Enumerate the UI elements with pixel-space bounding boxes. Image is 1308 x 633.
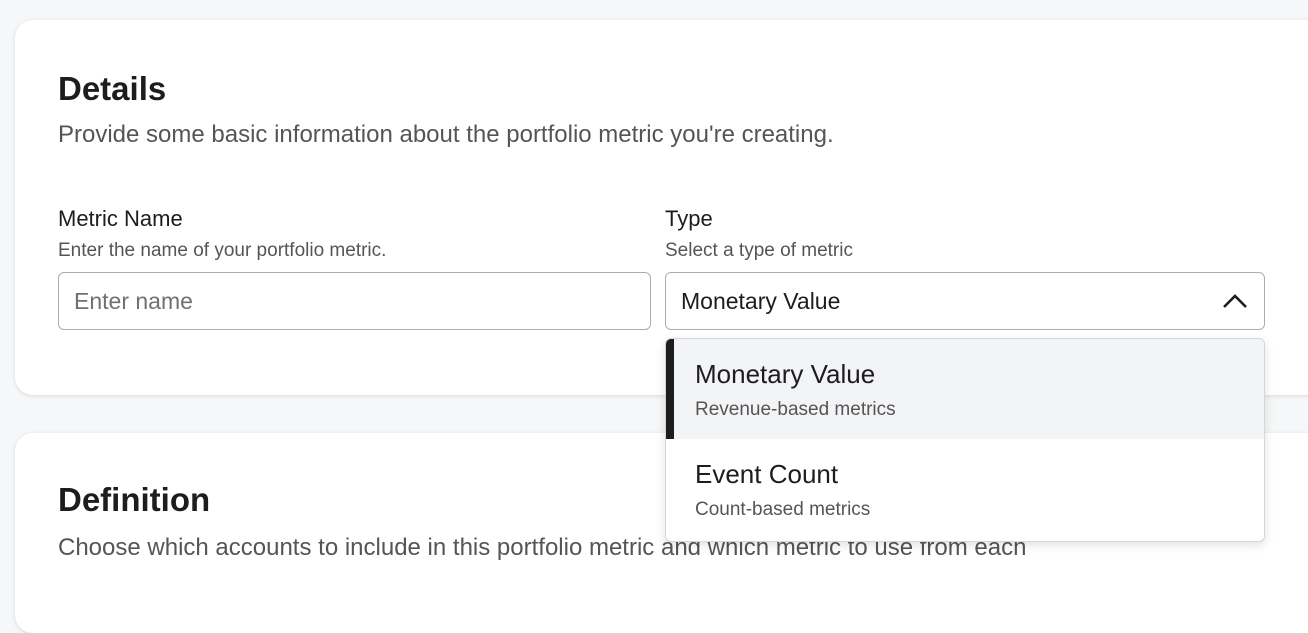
- chevron-up-icon: [1223, 294, 1247, 308]
- metric-name-hint: Enter the name of your portfolio metric.: [58, 240, 387, 261]
- definition-title: Definition: [58, 481, 211, 518]
- type-option-monetary-value[interactable]: Monetary Value Revenue-based metrics: [666, 339, 1264, 439]
- type-label: Type: [665, 206, 713, 231]
- option-label: Event Count: [695, 459, 839, 489]
- type-select[interactable]: Monetary Value: [665, 272, 1265, 330]
- type-dropdown-menu: Monetary Value Revenue-based metrics Eve…: [665, 338, 1265, 542]
- details-card: Details Provide some basic information a…: [15, 20, 1308, 395]
- type-hint: Select a type of metric: [665, 240, 853, 261]
- type-select-value: Monetary Value: [681, 288, 841, 314]
- metric-name-input[interactable]: [58, 272, 651, 330]
- details-title: Details: [58, 70, 167, 107]
- metric-name-label: Metric Name: [58, 206, 183, 231]
- option-label: Monetary Value: [695, 359, 876, 389]
- option-description: Count-based metrics: [695, 499, 871, 520]
- option-description: Revenue-based metrics: [695, 399, 896, 420]
- details-subtitle: Provide some basic information about the…: [58, 121, 834, 148]
- type-option-event-count[interactable]: Event Count Count-based metrics: [666, 439, 1264, 539]
